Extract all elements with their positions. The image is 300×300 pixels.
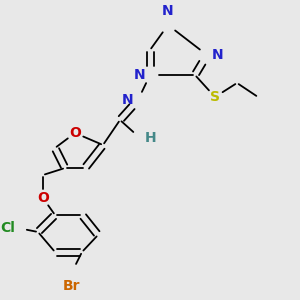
Text: N: N [162,4,174,18]
Text: S: S [210,90,220,104]
Text: H: H [145,131,157,145]
Text: N: N [134,68,145,82]
Text: N: N [212,48,224,62]
Text: Cl: Cl [0,221,15,235]
Text: O: O [37,191,49,205]
Text: Br: Br [63,279,81,293]
Text: O: O [69,126,81,140]
Text: N: N [122,93,133,107]
